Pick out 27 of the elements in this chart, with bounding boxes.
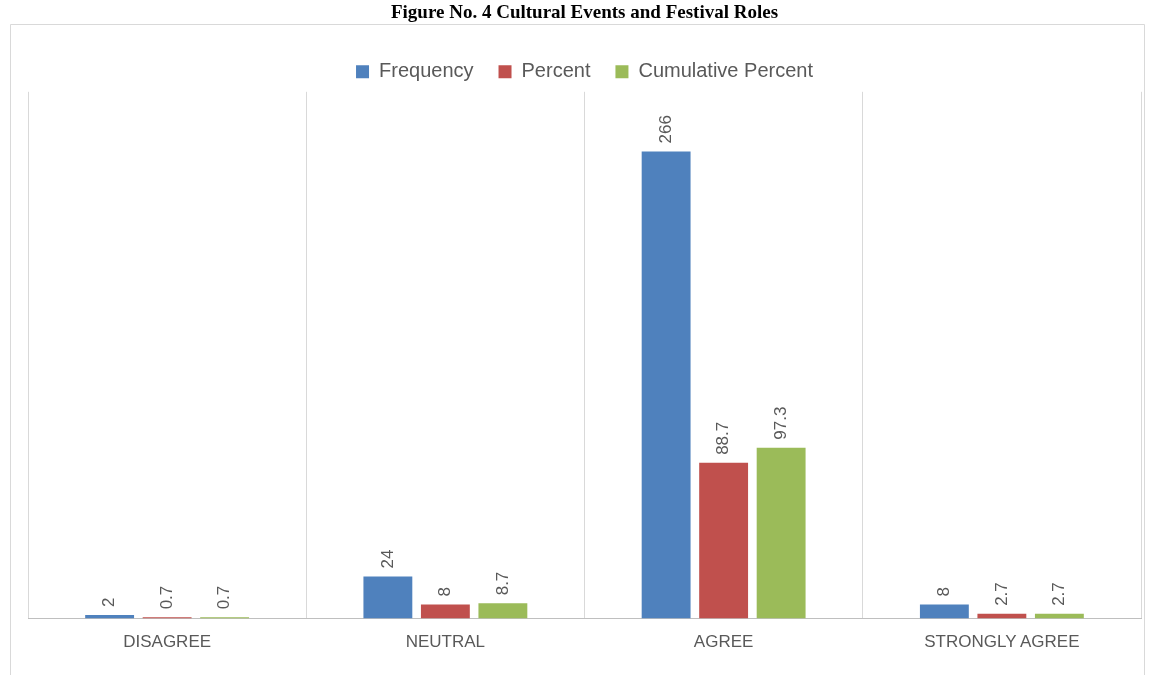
legend-label: Frequency: [379, 59, 474, 82]
data-label: 8: [435, 587, 455, 597]
bar: [756, 447, 806, 619]
legend-label: Cumulative Percent: [638, 59, 814, 82]
bar: [420, 604, 470, 619]
data-label: 8.7: [492, 571, 512, 596]
x-tick-label: STRONGLY AGREE: [924, 632, 1080, 652]
legend-label: Percent: [521, 59, 591, 82]
data-label: 2.7: [1049, 582, 1069, 606]
data-label: 266: [655, 115, 675, 144]
chart-title: Figure No. 4 Cultural Events and Festival Roles: [390, 1, 779, 23]
bar: [699, 462, 749, 619]
bar: [478, 603, 528, 619]
data-label: 2.7: [991, 582, 1011, 606]
data-label: 2: [99, 597, 119, 608]
data-label: 8: [934, 587, 954, 597]
bar: [363, 576, 413, 619]
bar: [919, 604, 969, 619]
data-label: 0.7: [156, 585, 176, 610]
bar: [641, 151, 691, 619]
x-tick-label: DISAGREE: [123, 632, 212, 652]
x-tick-label: NEUTRAL: [405, 632, 486, 652]
data-label: 0.7: [214, 585, 234, 610]
data-label: 88.7: [713, 421, 733, 455]
x-tick-label: AGREE: [693, 632, 754, 652]
data-label: 24: [377, 549, 397, 569]
data-label: 97.3: [770, 406, 790, 440]
